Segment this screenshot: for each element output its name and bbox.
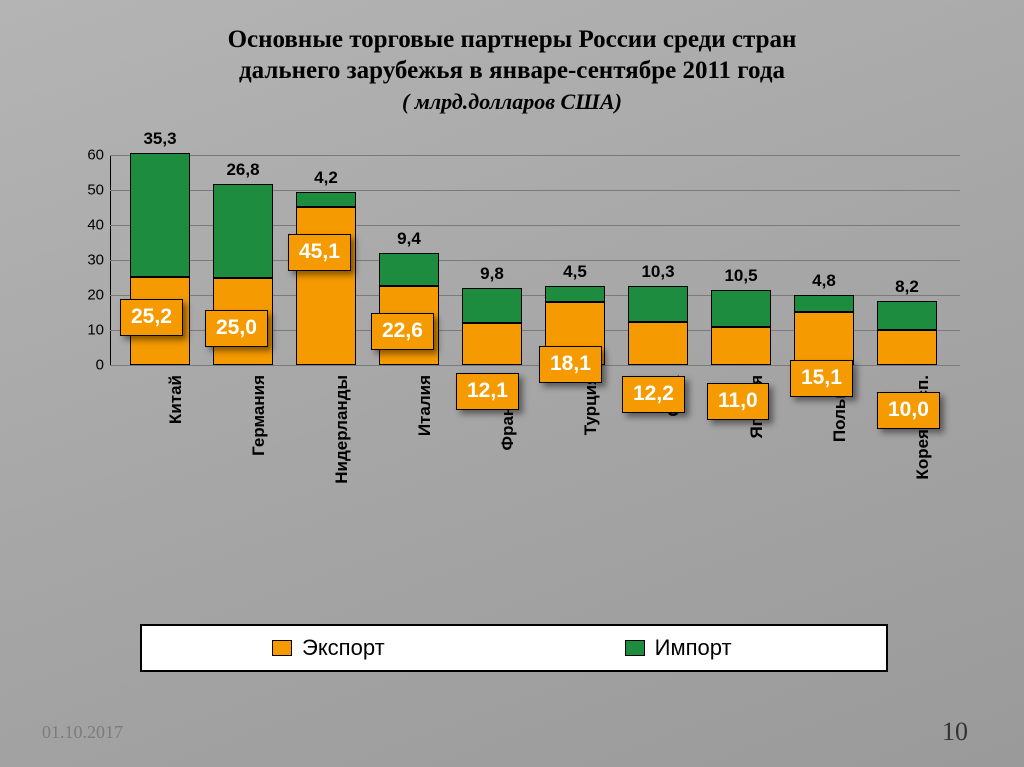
footer-date: 01.10.2017 bbox=[42, 722, 123, 743]
legend-item-import: Импорт bbox=[625, 635, 732, 661]
y-tick-label: 50 bbox=[70, 182, 104, 199]
y-tick-label: 30 bbox=[70, 252, 104, 269]
value-badge: 15,1 bbox=[790, 360, 853, 397]
x-axis-label: Италия bbox=[415, 375, 435, 436]
value-badge: 11,0 bbox=[707, 383, 769, 420]
value-badge: 45,1 bbox=[288, 234, 351, 271]
bar-top-label: 8,2 bbox=[877, 277, 937, 297]
legend: Экспорт Импорт bbox=[140, 624, 888, 672]
bar-segment-export bbox=[628, 322, 688, 365]
bar-top-label: 4,8 bbox=[794, 271, 854, 291]
y-tick-label: 0 bbox=[70, 357, 104, 374]
bar-segment-import bbox=[213, 184, 273, 278]
bar-segment-import bbox=[379, 253, 439, 286]
bar-top-label: 4,2 bbox=[296, 168, 356, 188]
title-line-1: Основные торговые партнеры России среди … bbox=[0, 24, 1024, 55]
bar-segment-import bbox=[130, 153, 190, 277]
legend-label-export: Экспорт bbox=[302, 635, 385, 661]
footer-page: 10 bbox=[942, 717, 968, 747]
bar-segment-import bbox=[877, 301, 937, 330]
bar-segment-export bbox=[462, 323, 522, 365]
title-line-2: дальнего зарубежья в январе-сентябре 201… bbox=[0, 55, 1024, 86]
bar-top-label: 9,8 bbox=[462, 264, 522, 284]
bar-top-label: 26,8 bbox=[213, 160, 273, 180]
y-tick-label: 10 bbox=[70, 322, 104, 339]
bar-top-label: 35,3 bbox=[130, 129, 190, 149]
slide: Основные торговые партнеры России среди … bbox=[0, 0, 1024, 767]
value-badge: 12,1 bbox=[456, 373, 519, 410]
value-badge: 12,2 bbox=[622, 376, 685, 413]
value-badge: 18,1 bbox=[539, 346, 602, 383]
bar-segment-export bbox=[296, 207, 356, 365]
legend-label-import: Импорт bbox=[655, 635, 732, 661]
y-tick-label: 40 bbox=[70, 217, 104, 234]
bar-top-label: 10,3 bbox=[628, 262, 688, 282]
bar-segment-export bbox=[794, 312, 854, 365]
x-axis-labels: КитайГерманияНидерландыИталияФранцияТурц… bbox=[110, 375, 960, 545]
y-tick-label: 20 bbox=[70, 287, 104, 304]
bar-segment-export bbox=[877, 330, 937, 365]
x-axis-label: Германия bbox=[249, 375, 269, 456]
bar-segment-import bbox=[794, 295, 854, 312]
x-axis-label: Турция bbox=[581, 375, 601, 435]
bar-segment-import bbox=[628, 286, 688, 322]
value-badge: 25,0 bbox=[205, 310, 268, 347]
value-badge: 10,0 bbox=[877, 392, 940, 429]
gridline bbox=[110, 155, 960, 156]
bar-top-label: 9,4 bbox=[379, 229, 439, 249]
subtitle: ( млрд.долларов США) bbox=[0, 89, 1024, 115]
legend-swatch-export bbox=[272, 640, 292, 656]
chart: 010203040506035,326,84,29,49,84,510,310,… bbox=[60, 135, 960, 545]
legend-item-export: Экспорт bbox=[272, 635, 385, 661]
bar-segment-import bbox=[711, 290, 771, 327]
bar-segment-import bbox=[545, 286, 605, 302]
value-badge: 22,6 bbox=[371, 313, 434, 350]
bar-segment-import bbox=[462, 288, 522, 322]
bar-top-label: 4,5 bbox=[545, 262, 605, 282]
bar-top-label: 10,5 bbox=[711, 266, 771, 286]
title-block: Основные торговые партнеры России среди … bbox=[0, 0, 1024, 115]
bar-segment-export bbox=[711, 327, 771, 366]
legend-swatch-import bbox=[625, 640, 645, 656]
x-axis-label: Нидерланды bbox=[332, 375, 352, 484]
bar-segment-import bbox=[296, 192, 356, 207]
x-axis-label: Китай bbox=[166, 375, 186, 424]
value-badge: 25,2 bbox=[120, 299, 183, 336]
y-tick-label: 60 bbox=[70, 147, 104, 164]
